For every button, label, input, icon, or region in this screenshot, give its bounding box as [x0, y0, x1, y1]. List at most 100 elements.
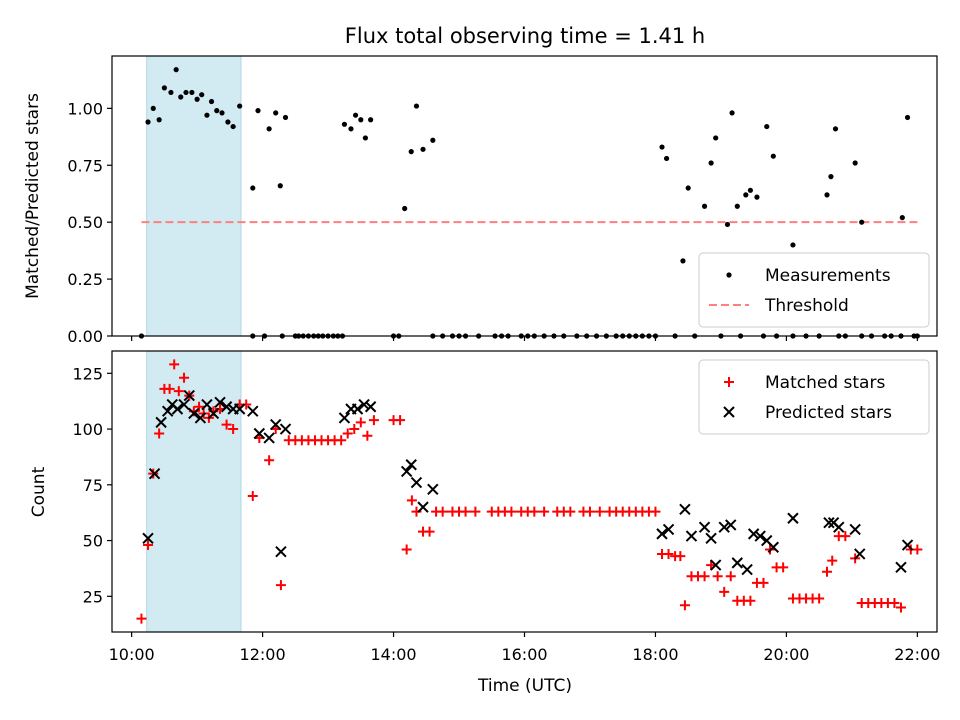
data-point [754, 530, 766, 542]
data-point [352, 112, 359, 118]
data-point [741, 563, 753, 576]
top-panel: 0.00 0.25 0.50 0.75 1.00 Measurements Threshol… [67, 55, 938, 346]
data-point [778, 562, 789, 573]
data-point [406, 495, 417, 506]
data-point [758, 577, 769, 588]
data-point [275, 580, 286, 591]
data-point [269, 418, 282, 431]
data-point [148, 467, 161, 480]
y-tick-label: 1.00 [67, 99, 103, 118]
data-point [168, 89, 174, 96]
legend: Measurements Threshold [698, 252, 930, 328]
data-point [228, 424, 239, 435]
data-point [712, 571, 723, 582]
data-point [713, 135, 719, 141]
data-point [685, 530, 698, 542]
legend-label: Predicted stars [765, 403, 892, 423]
data-point [161, 85, 167, 91]
data-point [787, 512, 799, 524]
x-tick-label: 12:00 [240, 645, 286, 664]
y-tick-label: 125 [72, 364, 103, 383]
data-point [814, 593, 825, 604]
data-point [194, 96, 200, 102]
data-point [679, 600, 690, 611]
data-point [745, 595, 756, 606]
data-point [823, 517, 835, 529]
data-point [277, 183, 283, 189]
data-point [282, 114, 289, 121]
data-point [173, 386, 184, 397]
data-point [767, 541, 780, 553]
data-point [142, 532, 154, 545]
data-point [417, 501, 429, 513]
data-point [656, 528, 668, 540]
data-point [460, 506, 471, 517]
bottom-panel: 25 50 75 100 125 10:00 12:00 14:00 16:00 18:00 20:… [72, 350, 940, 664]
data-point [594, 506, 605, 517]
data-point [734, 203, 740, 209]
data-point [895, 602, 906, 613]
figure-title: Flux total observing time = 1.41 h [345, 24, 705, 48]
data-point [854, 548, 866, 560]
data-point [214, 108, 220, 114]
data-point [247, 405, 259, 417]
y-tick-label: 75 [83, 476, 103, 495]
data-point [743, 192, 749, 198]
legend-marker [723, 406, 735, 418]
data-point [663, 155, 670, 162]
data-point [427, 483, 439, 495]
data-point [699, 571, 710, 582]
data-point [275, 546, 287, 558]
series-predicted-stars [142, 389, 914, 576]
data-point [279, 423, 292, 435]
data-point [183, 389, 195, 402]
data-point [565, 506, 576, 517]
data-point [470, 506, 481, 517]
legend-label: Threshold [764, 296, 849, 316]
data-point [709, 559, 722, 571]
data-point [729, 110, 735, 116]
data-point [832, 126, 839, 132]
data-point [701, 203, 708, 209]
data-point [179, 372, 190, 383]
data-point [708, 160, 714, 166]
x-tick-label: 18:00 [632, 645, 678, 664]
data-point [395, 415, 406, 426]
data-point [679, 503, 691, 516]
series-measurements [138, 67, 920, 339]
legend-marker [724, 377, 734, 387]
data-point [221, 419, 232, 430]
data-point [529, 506, 540, 517]
data-point [156, 117, 162, 123]
x-tick-label: 16:00 [501, 645, 547, 664]
data-point [790, 242, 796, 248]
data-point [214, 396, 226, 409]
data-point [273, 110, 279, 116]
data-point [420, 146, 426, 152]
data-point [208, 98, 215, 105]
data-point [362, 430, 373, 441]
data-point [840, 531, 851, 542]
data-point [901, 539, 914, 551]
data-point [164, 383, 175, 394]
data-point [680, 258, 686, 264]
data-point [663, 548, 674, 559]
data-point [250, 185, 256, 191]
data-point [770, 153, 776, 159]
x-tick-label: 10:00 [109, 645, 155, 664]
data-point [719, 586, 730, 597]
data-point [207, 407, 220, 420]
data-point [201, 398, 213, 411]
data-point [194, 412, 207, 424]
data-point [230, 123, 236, 130]
data-point [169, 359, 180, 370]
data-point [584, 506, 595, 517]
data-point [263, 432, 275, 444]
data-point [178, 398, 190, 411]
data-point [150, 105, 156, 111]
data-point [430, 137, 436, 143]
data-point [747, 528, 760, 540]
data-point [506, 506, 517, 517]
data-point [358, 398, 370, 411]
